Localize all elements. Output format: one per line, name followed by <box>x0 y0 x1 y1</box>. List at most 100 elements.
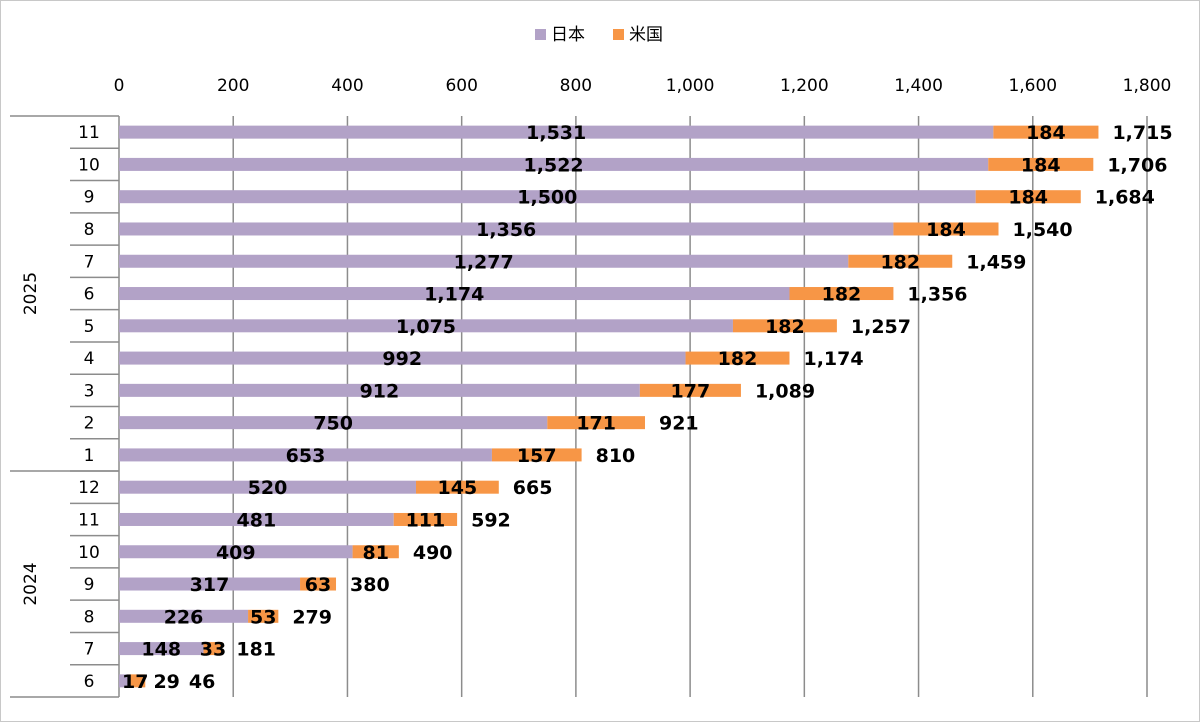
data-label-us: 184 <box>1021 154 1061 176</box>
month-label: 8 <box>84 220 95 240</box>
bar-us <box>639 383 741 397</box>
data-label-japan: 520 <box>248 477 288 499</box>
bar-japan <box>119 222 894 236</box>
bar-japan <box>119 125 994 139</box>
bar-japan <box>119 319 733 333</box>
data-label-total: 46 <box>189 671 215 693</box>
data-label-us: 111 <box>406 509 446 531</box>
data-label-japan: 409 <box>216 542 256 564</box>
bar-japan <box>119 190 976 204</box>
data-label-japan: 1,075 <box>396 316 456 338</box>
bar-japan <box>119 351 686 365</box>
x-tick-label: 1,400 <box>894 76 943 96</box>
bar-us <box>547 416 645 430</box>
legend-swatch-japan <box>535 29 546 40</box>
data-label-us: 177 <box>671 380 711 402</box>
data-label-total: 1,356 <box>907 284 967 306</box>
data-label-total: 1,257 <box>851 316 911 338</box>
data-label-us: 182 <box>718 348 758 370</box>
data-label-japan: 653 <box>286 445 326 467</box>
year-label: 2024 <box>21 562 41 605</box>
data-label-total: 592 <box>471 509 511 531</box>
legend-label-japan: 日本 <box>551 25 585 45</box>
month-label: 7 <box>84 640 95 660</box>
x-tick-label: 1,000 <box>666 76 715 96</box>
legend-label-us: 米国 <box>629 25 663 45</box>
bar-us <box>352 545 399 559</box>
month-label: 9 <box>84 188 95 208</box>
data-label-us: 53 <box>250 606 276 628</box>
data-label-total: 1,089 <box>755 380 815 402</box>
month-label: 3 <box>84 381 95 401</box>
data-label-total: 921 <box>659 413 699 435</box>
data-label-total: 1,715 <box>1112 122 1172 144</box>
bar-us <box>128 674 146 688</box>
bar-us <box>685 351 790 365</box>
data-label-us: 184 <box>1008 187 1048 209</box>
bar-us <box>848 254 953 268</box>
x-tick-label: 400 <box>331 76 363 96</box>
data-label-japan: 1,500 <box>517 187 577 209</box>
data-label-total: 1,459 <box>966 251 1026 273</box>
data-label-total: 1,540 <box>1013 219 1073 241</box>
data-label-total: 279 <box>292 606 332 628</box>
data-label-japan: 912 <box>360 380 400 402</box>
data-label-us: 157 <box>517 445 557 467</box>
bar-us <box>248 609 279 623</box>
legend-swatch-us <box>613 29 624 40</box>
data-label-us: 182 <box>822 284 862 306</box>
month-label: 4 <box>84 349 95 369</box>
bar-japan <box>119 609 249 623</box>
bar-japan <box>119 157 989 171</box>
bar-us <box>988 157 1094 171</box>
bar-japan <box>119 416 548 430</box>
data-label-total: 1,706 <box>1107 154 1167 176</box>
year-label: 2025 <box>21 272 41 315</box>
data-label-japan: 1,174 <box>424 284 484 306</box>
data-label-total: 1,684 <box>1095 187 1155 209</box>
data-label-us: 81 <box>362 542 388 564</box>
bar-japan <box>119 642 204 656</box>
data-label-us: 184 <box>926 219 966 241</box>
data-label-japan: 317 <box>190 574 230 596</box>
data-label-total: 1,174 <box>803 348 863 370</box>
data-label-japan: 1,522 <box>524 154 584 176</box>
data-label-total: 665 <box>513 477 553 499</box>
month-label: 10 <box>78 543 100 563</box>
data-label-total: 380 <box>350 574 390 596</box>
data-label-japan: 1,531 <box>526 122 586 144</box>
month-label: 11 <box>78 510 100 530</box>
bar-us <box>893 222 999 236</box>
bar-us <box>491 448 582 462</box>
data-label-japan: 226 <box>164 606 204 628</box>
data-label-us: 182 <box>880 251 920 273</box>
data-label-total: 181 <box>236 639 276 661</box>
x-tick-label: 600 <box>445 76 477 96</box>
bar-us <box>393 512 458 526</box>
bar-japan <box>119 577 301 591</box>
bar-japan <box>119 383 640 397</box>
bar-japan <box>119 512 394 526</box>
x-tick-label: 200 <box>217 76 249 96</box>
x-tick-label: 1,200 <box>780 76 829 96</box>
month-label: 11 <box>78 123 100 143</box>
bar-us <box>732 319 837 333</box>
data-label-japan: 992 <box>382 348 422 370</box>
bar-us <box>789 287 894 301</box>
month-label: 8 <box>84 607 95 627</box>
data-label-us: 33 <box>200 639 226 661</box>
month-label: 9 <box>84 575 95 595</box>
x-tick-label: 1,600 <box>1008 76 1057 96</box>
bar-japan <box>119 480 416 494</box>
data-label-us: 29 <box>153 671 179 693</box>
data-label-japan: 481 <box>237 509 277 531</box>
month-label: 7 <box>84 252 95 272</box>
month-label: 5 <box>84 317 95 337</box>
month-label: 2 <box>84 414 95 434</box>
data-label-us: 145 <box>438 477 478 499</box>
bar-japan <box>119 674 129 688</box>
data-label-total: 810 <box>596 445 636 467</box>
bar-us <box>975 190 1081 204</box>
month-label: 6 <box>84 285 95 305</box>
x-tick-label: 800 <box>560 76 592 96</box>
